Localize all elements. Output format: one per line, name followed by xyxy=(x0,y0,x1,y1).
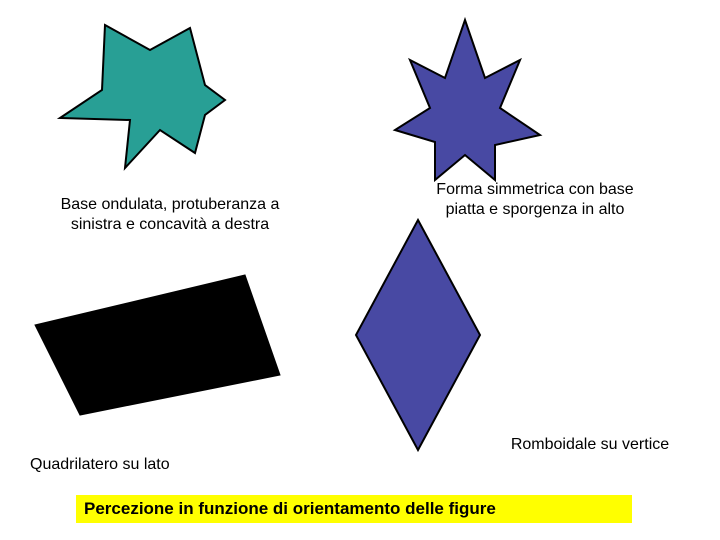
caption-bottom-right: Romboidale su vertice xyxy=(480,435,700,455)
poly-bottom-right xyxy=(356,220,480,450)
caption-top-left: Base ondulata, protuberanza a sinistra e… xyxy=(40,195,300,235)
caption-top-right: Forma simmetrica con base piatta e sporg… xyxy=(420,180,650,220)
diagram-stage: Base ondulata, protuberanza a sinistra e… xyxy=(0,0,720,540)
caption-bottom-left: Quadrilatero su lato xyxy=(30,455,230,475)
footer-text: Percezione in funzione di orientamento d… xyxy=(76,495,632,523)
